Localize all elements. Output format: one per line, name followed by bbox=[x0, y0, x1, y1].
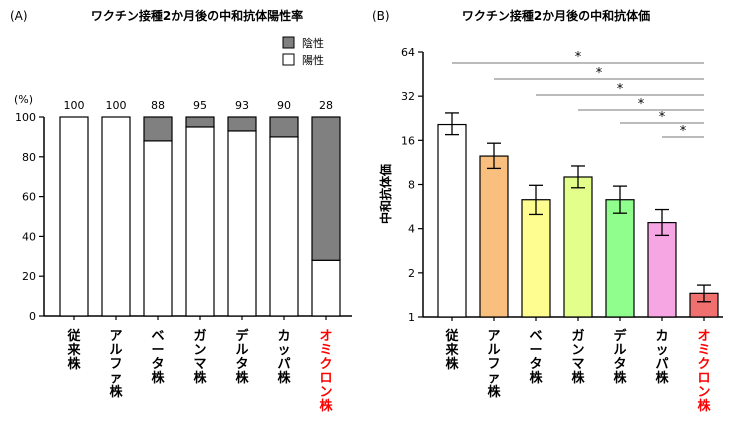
category-label: アルファ株 bbox=[487, 329, 501, 400]
bar bbox=[521, 199, 551, 318]
category-label: ガンマ株 bbox=[571, 329, 585, 386]
y-tick-label: 0 bbox=[29, 310, 36, 323]
category-label: ガンマ株 bbox=[193, 329, 207, 386]
bar-negative bbox=[143, 116, 173, 142]
bar bbox=[479, 155, 509, 318]
y-tick-label: 8 bbox=[408, 179, 415, 192]
bar-positive bbox=[59, 116, 89, 317]
data-label: 100 bbox=[106, 99, 127, 112]
bar-positive bbox=[185, 126, 215, 317]
significance-mark: * bbox=[680, 124, 687, 139]
y-tick-label: 2 bbox=[408, 267, 415, 280]
category-label: 従来株 bbox=[66, 328, 81, 372]
category-label: ベータ株 bbox=[529, 329, 543, 386]
data-label: 88 bbox=[151, 99, 165, 112]
legend-swatch bbox=[282, 53, 295, 66]
panel-a: (A) ワクチン接種2か月後の中和抗体陽性率 (%) 0 20 40 60 80 100 100 従… bbox=[10, 8, 352, 414]
bar-positive bbox=[227, 130, 257, 317]
significance-mark: * bbox=[659, 110, 666, 125]
category-label: アルファ株 bbox=[109, 329, 123, 400]
data-label: 100 bbox=[64, 99, 85, 112]
category-label: デルタ株 bbox=[613, 328, 627, 386]
bar-negative bbox=[311, 116, 341, 261]
bar-positive bbox=[143, 140, 173, 317]
category-label: デルタ株 bbox=[235, 328, 249, 386]
legend-swatch bbox=[282, 36, 295, 49]
significance-mark: * bbox=[596, 66, 603, 81]
bar-positive bbox=[101, 116, 131, 317]
bar bbox=[605, 199, 635, 318]
y-tick-label: 20 bbox=[22, 270, 36, 283]
y-axis-label: (%) bbox=[14, 93, 33, 106]
panel-label: (B) bbox=[372, 9, 390, 23]
y-axis-label: 中和抗体価 bbox=[378, 164, 393, 224]
y-tick-label: 64 bbox=[401, 46, 415, 59]
data-label: 93 bbox=[235, 99, 249, 112]
legend-label: 陽性 bbox=[302, 53, 324, 67]
y-tick-label: 40 bbox=[22, 230, 36, 243]
y-tick-label: 1 bbox=[408, 311, 415, 324]
category-label: カッパ株 bbox=[655, 329, 669, 386]
chart-title: ワクチン接種2か月後の中和抗体価 bbox=[462, 8, 650, 23]
bar bbox=[647, 221, 677, 318]
category-label: 従来株 bbox=[444, 328, 459, 372]
y-tick-label: 4 bbox=[408, 223, 415, 236]
category-label: ベータ株 bbox=[151, 329, 165, 386]
category-label: オミクロン株 bbox=[319, 329, 333, 414]
bar-positive bbox=[269, 136, 299, 317]
category-label: カッパ株 bbox=[277, 329, 291, 386]
y-tick-label: 80 bbox=[22, 151, 36, 164]
bar bbox=[563, 176, 593, 318]
data-label: 95 bbox=[193, 99, 207, 112]
panel-label: (A) bbox=[10, 9, 28, 23]
bar-negative bbox=[227, 116, 257, 132]
legend-label: 陰性 bbox=[302, 36, 324, 50]
bar-negative bbox=[269, 116, 299, 138]
data-label: 90 bbox=[277, 99, 291, 112]
y-tick-label: 32 bbox=[401, 90, 415, 103]
y-tick-label: 60 bbox=[22, 191, 36, 204]
chart-title: ワクチン接種2か月後の中和抗体陽性率 bbox=[91, 8, 303, 23]
bar-negative bbox=[185, 116, 215, 128]
significance-mark: * bbox=[638, 97, 645, 112]
y-tick-label: 100 bbox=[15, 111, 36, 124]
category-label: オミクロン株 bbox=[697, 329, 711, 414]
significance-mark: * bbox=[575, 50, 582, 65]
bar-positive bbox=[311, 259, 341, 317]
data-label: 28 bbox=[319, 99, 333, 112]
y-tick-label: 16 bbox=[401, 134, 415, 147]
significance-mark: * bbox=[617, 82, 624, 97]
bar bbox=[437, 123, 467, 318]
